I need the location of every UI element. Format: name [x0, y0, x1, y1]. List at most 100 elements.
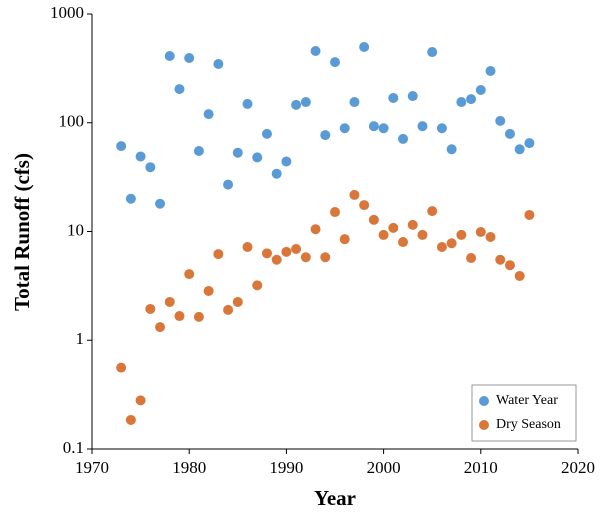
point	[155, 198, 166, 209]
point	[359, 42, 370, 53]
point	[116, 141, 127, 152]
point	[164, 50, 175, 61]
x-axis-title: Year	[314, 486, 356, 510]
point	[475, 85, 486, 96]
point	[291, 244, 302, 255]
point	[378, 123, 389, 134]
point	[330, 207, 340, 218]
point	[174, 311, 185, 322]
legend-marker	[479, 420, 489, 430]
point	[446, 144, 457, 155]
point	[125, 414, 136, 425]
point	[193, 311, 204, 322]
point	[242, 98, 253, 109]
point	[310, 224, 321, 235]
point	[300, 252, 311, 263]
y-tick-label: 1000	[50, 3, 84, 22]
point	[466, 253, 477, 264]
point	[456, 97, 467, 108]
point	[514, 144, 525, 155]
point	[388, 92, 399, 103]
x-tick-label: 1980	[172, 458, 206, 477]
point	[213, 58, 224, 69]
legend-label: Dry Season	[496, 417, 561, 432]
point	[417, 121, 428, 132]
point	[232, 296, 243, 307]
point	[281, 156, 292, 167]
point	[261, 128, 272, 139]
x-tick-label: 1990	[269, 458, 303, 477]
point	[184, 269, 195, 280]
point	[116, 362, 127, 373]
x-tick-label: 2020	[561, 458, 595, 477]
point	[466, 94, 477, 105]
point	[398, 133, 409, 144]
point	[436, 123, 447, 134]
point	[514, 270, 525, 281]
point	[475, 226, 486, 237]
point	[164, 296, 175, 307]
point	[252, 152, 263, 163]
point	[436, 242, 447, 253]
point	[271, 254, 282, 265]
point	[349, 189, 360, 200]
point	[427, 47, 438, 58]
point	[125, 193, 136, 204]
point	[378, 229, 389, 240]
y-axis-title: Total Runoff (cfs)	[10, 153, 34, 311]
point	[388, 222, 399, 233]
point	[145, 162, 156, 173]
point	[349, 97, 360, 108]
point	[495, 254, 506, 265]
x-tick-label: 2000	[367, 458, 401, 477]
point	[398, 237, 409, 248]
y-tick-label: 10	[67, 220, 84, 239]
point	[252, 280, 263, 291]
point	[193, 145, 204, 156]
point	[271, 168, 282, 179]
legend-label: Water Year	[496, 393, 558, 408]
y-tick-label: 100	[59, 112, 85, 131]
point	[504, 260, 515, 271]
point	[145, 303, 156, 314]
point	[135, 395, 146, 406]
point	[320, 252, 331, 263]
point	[155, 322, 166, 333]
point	[446, 238, 457, 249]
point	[524, 209, 535, 220]
point	[524, 138, 535, 149]
point	[407, 219, 418, 230]
point	[339, 234, 350, 245]
point	[359, 200, 370, 211]
point	[203, 285, 214, 296]
y-tick-label: 1	[76, 329, 85, 348]
point	[417, 229, 428, 240]
point	[213, 249, 224, 260]
point	[456, 229, 467, 240]
legend-marker	[479, 396, 489, 406]
point	[203, 109, 214, 120]
legend-box	[471, 384, 577, 442]
point	[485, 66, 496, 77]
point	[320, 130, 331, 141]
point	[223, 179, 234, 190]
point	[261, 248, 272, 259]
point	[184, 52, 195, 63]
point	[504, 128, 515, 139]
y-tick-label: 0.1	[63, 438, 84, 457]
point	[407, 91, 418, 102]
point	[174, 84, 185, 95]
point	[135, 151, 146, 162]
point	[232, 147, 243, 158]
point	[242, 242, 253, 253]
point	[368, 214, 379, 225]
point	[330, 57, 340, 68]
x-tick-label: 1970	[75, 458, 109, 477]
point	[427, 206, 438, 217]
point	[300, 97, 311, 108]
point	[281, 246, 292, 257]
point	[368, 121, 379, 132]
point	[223, 304, 234, 315]
point	[310, 45, 321, 56]
